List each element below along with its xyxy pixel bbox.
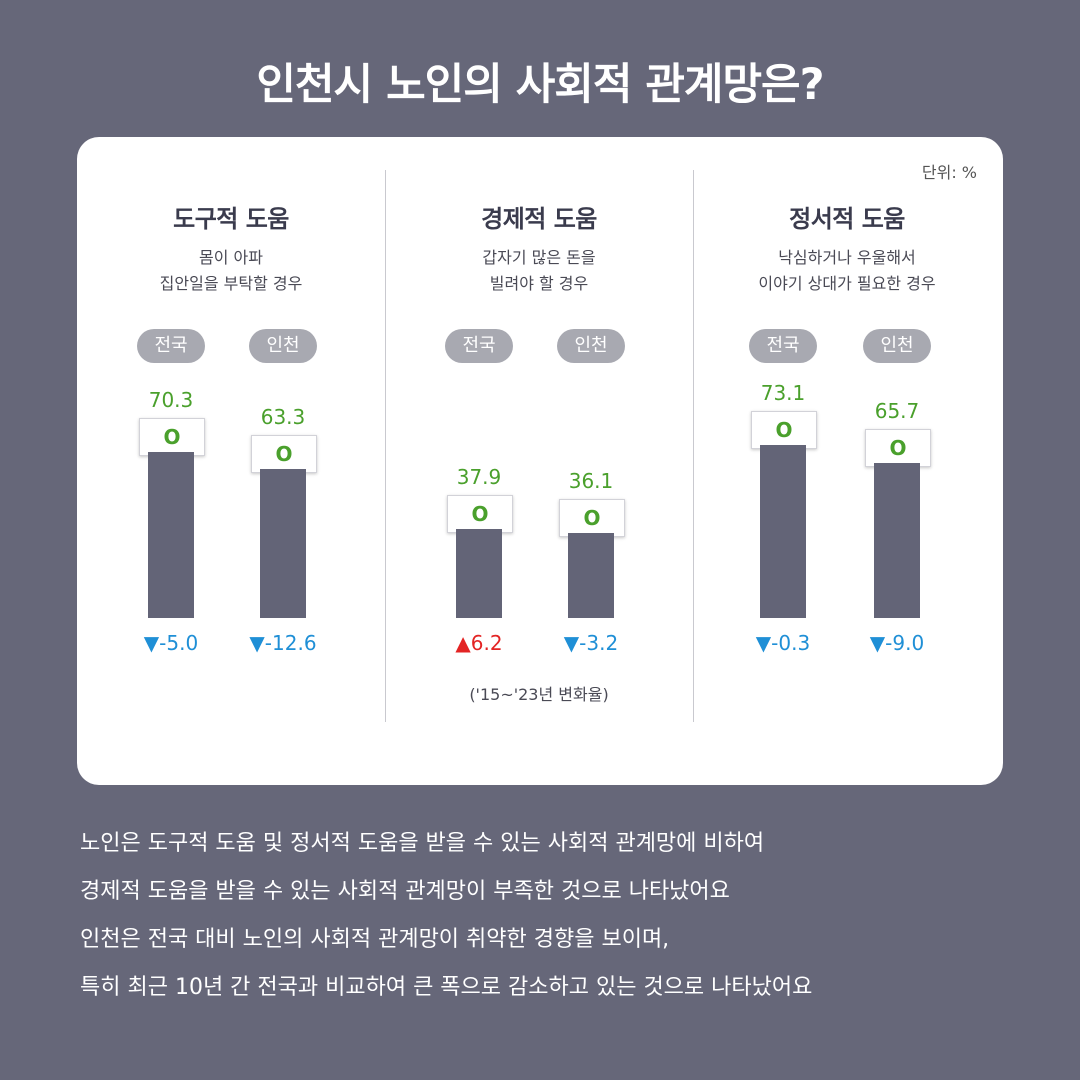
category-pill-incheon: 인천 [863,329,931,363]
unit-label: 단위: % [921,163,977,182]
panel-subtitle: 낙심하거나 우울해서 이야기 상대가 필요한 경우 [693,245,1001,297]
category-pill-incheon: 인천 [249,329,317,363]
subtitle-line: 빌려야 할 경우 [489,274,589,293]
panel-title: 정서적 도움 [789,205,905,233]
page-title: 인천시 노인의 사회적 관계망은? [256,60,824,110]
data-label: 70.3 [148,388,194,413]
chart-card: 단위: % 도구적 도움 몸이 아파 집안일을 부탁할 경우 전국 인천 70.… [77,137,1003,785]
data-label: 37.9 [456,464,502,489]
category-pill-incheon: 인천 [557,329,625,363]
summary-text: 노인은 도구적 도움 및 정서적 도움을 받을 수 있는 사회적 관계망에 비하… [80,820,1040,1012]
change-rate-national: ▼-5.0 [143,631,199,655]
change-rate-incheon: ▼-3.2 [563,631,619,655]
data-label: 73.1 [760,381,806,406]
summary-line: 노인은 도구적 도움 및 정서적 도움을 받을 수 있는 사회적 관계망에 비하… [80,831,765,856]
bar-national [148,452,194,618]
summary-line: 특히 최근 10년 간 전국과 비교하여 큰 폭으로 감소하고 있는 것으로 나… [80,975,813,1000]
subtitle-line: 낙심하거나 우울해서 [778,248,916,267]
panel-title: 경제적 도움 [481,205,597,233]
value-marker: O [865,428,931,472]
data-label: 63.3 [260,404,306,429]
change-period-note: ('15~'23년 변화율) [469,685,609,704]
panel-title: 도구적 도움 [173,205,289,233]
panel-subtitle: 몸이 아파 집안일을 부탁할 경우 [77,245,385,297]
data-label: 65.7 [874,398,920,423]
change-rate-national: ▼-0.3 [755,631,811,655]
panel-divider [693,170,694,722]
category-pill-national: 전국 [137,329,205,363]
value-marker: O [559,498,625,542]
bar-incheon [260,468,306,618]
data-label: 36.1 [568,468,614,493]
panel-instrumental-help: 도구적 도움 몸이 아파 집안일을 부탁할 경우 전국 인천 70.3 O 63… [77,137,385,785]
value-marker: O [251,434,317,478]
value-marker: O [139,418,205,462]
change-rate-incheon: ▼-9.0 [869,631,925,655]
category-pill-national: 전국 [445,329,513,363]
bar-incheon [874,462,920,618]
subtitle-line: 이야기 상대가 필요한 경우 [758,274,936,293]
subtitle-line: 갑자기 많은 돈을 [482,248,596,267]
subtitle-line: 집안일을 부탁할 경우 [159,274,303,293]
panel-divider [385,170,386,722]
panel-subtitle: 갑자기 많은 돈을 빌려야 할 경우 [385,245,693,297]
value-marker: O [447,494,513,538]
bar-national [760,445,806,618]
category-pill-national: 전국 [749,329,817,363]
panel-financial-help: 경제적 도움 갑자기 많은 돈을 빌려야 할 경우 전국 인천 37.9 O 3… [385,137,693,785]
value-marker: O [751,411,817,455]
bar-incheon [568,532,614,618]
bar-national [456,528,502,618]
summary-line: 경제적 도움을 받을 수 있는 사회적 관계망이 부족한 것으로 나타났어요 [80,879,730,904]
panel-emotional-help: 정서적 도움 낙심하거나 우울해서 이야기 상대가 필요한 경우 전국 인천 7… [693,137,1001,785]
change-rate-incheon: ▼-12.6 [249,631,317,655]
subtitle-line: 몸이 아파 [199,248,263,267]
change-rate-national: ▲6.2 [455,631,503,655]
summary-line: 인천은 전국 대비 노인의 사회적 관계망이 취약한 경향을 보이며, [80,927,670,952]
